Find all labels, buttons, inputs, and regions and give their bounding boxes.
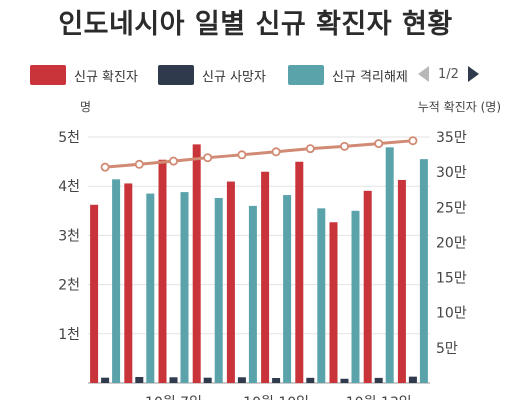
bar — [385, 147, 394, 383]
bar — [283, 195, 292, 383]
y-left-tick-label: 4천 — [58, 179, 80, 195]
line-point — [237, 150, 247, 160]
line-point — [339, 141, 349, 151]
bar — [214, 198, 223, 383]
bar — [363, 190, 372, 383]
y-left-tick-label: 5천 — [58, 130, 80, 146]
x-tick-label: 10월 10일 — [243, 395, 309, 400]
bar — [419, 159, 428, 383]
y-axis-right-title: 누적 확진자 (명) — [417, 100, 501, 114]
y-axis-left-title: 명 — [80, 100, 92, 114]
legend-label-new-cases: 신규 확진자 — [74, 69, 138, 85]
line-point — [305, 144, 315, 154]
y-right-tick-label: 30만 — [436, 165, 467, 181]
bar — [180, 192, 189, 383]
bar — [408, 376, 417, 383]
bar — [101, 377, 110, 383]
line-point — [374, 139, 384, 149]
x-tick-label: 10월 7일 — [145, 395, 202, 400]
bar — [374, 377, 383, 383]
legend-label-new-recoveries: 신규 격리해제 — [332, 69, 408, 85]
bar — [226, 181, 235, 383]
line-point — [134, 159, 144, 169]
bar — [317, 208, 326, 383]
chevron-right-icon[interactable] — [467, 66, 479, 82]
line-point — [100, 162, 110, 172]
legend-item-new-cases[interactable]: 신규 확진자 — [30, 64, 138, 86]
y-right-tick-label: 25만 — [436, 200, 467, 216]
bar — [306, 377, 315, 383]
y-left-tick-label: 1천 — [58, 327, 80, 343]
bar — [90, 204, 99, 383]
pager-text: 1/2 — [438, 66, 459, 82]
chart-legend: 신규 확진자 신규 사망자 신규 격리해제 — [0, 62, 511, 88]
legend-swatch-new-deaths — [158, 65, 194, 85]
bar — [397, 179, 406, 383]
line-point — [408, 136, 418, 146]
y-left-tick-label: 3천 — [58, 228, 80, 244]
chart-title: 인도네시아 일별 신규 확진자 현황 — [58, 9, 453, 40]
chart-plot: 1천 2천 3천 4천 5천 5만 10만 15만 20만 25만 30만 35만 10월 7일 10월 … — [58, 130, 467, 400]
chevron-left-icon[interactable] — [418, 66, 429, 82]
y-right-tick-label: 10만 — [436, 306, 467, 322]
bar — [124, 183, 133, 383]
bar — [203, 377, 212, 383]
y-right-tick-label: 20만 — [436, 235, 467, 251]
bar — [261, 171, 270, 383]
line-point — [271, 147, 281, 157]
y-right-tick-label: 15만 — [436, 271, 467, 287]
bar — [237, 377, 246, 383]
bar — [192, 144, 201, 383]
legend-item-new-deaths[interactable]: 신규 사망자 — [158, 64, 266, 86]
bar — [248, 205, 257, 383]
bar — [158, 159, 167, 383]
bar — [340, 378, 349, 383]
y-right-tick-label: 5만 — [436, 341, 458, 357]
line-point — [203, 153, 213, 163]
bar — [329, 222, 338, 383]
bar — [135, 376, 144, 383]
bar — [351, 210, 360, 383]
legend-pager: 1/2 — [418, 62, 479, 86]
legend-swatch-new-cases — [30, 65, 66, 85]
bar — [146, 193, 155, 383]
y-left-tick-label: 2천 — [58, 278, 80, 294]
legend-swatch-new-recoveries — [288, 65, 324, 85]
bar — [272, 377, 281, 383]
x-tick-label: 10월 13일 — [346, 395, 412, 400]
legend-item-new-recoveries[interactable]: 신규 격리해제 — [288, 64, 408, 86]
line-series-cumulative — [104, 139, 414, 169]
y-right-tick-label: 35만 — [436, 130, 467, 146]
bar — [169, 377, 178, 383]
bar — [295, 161, 304, 383]
legend-label-new-deaths: 신규 사망자 — [202, 69, 266, 85]
line-point — [168, 156, 178, 166]
bar — [112, 179, 121, 383]
